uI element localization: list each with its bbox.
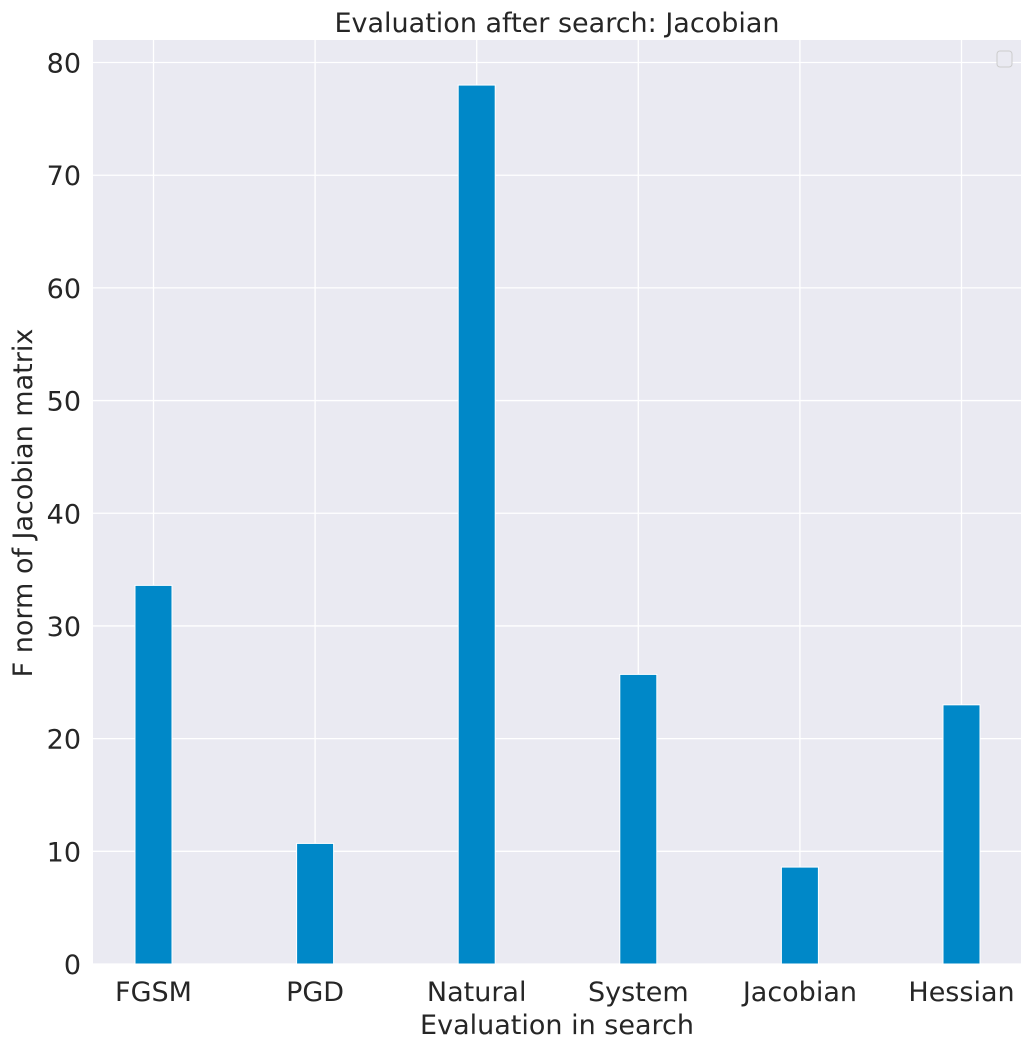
x-tick-labels: FGSM PGD Natural System Jacobian Hessian [115,977,1015,1008]
bar-jacobian [780,866,819,965]
y-tick-label: 80 [47,49,81,80]
bar-system [619,673,658,965]
y-tick-label: 60 [47,274,81,305]
y-tick-label: 50 [47,387,81,418]
plot-area [93,40,1021,964]
y-tick-label: 40 [47,499,81,530]
bar-natural [457,84,496,965]
y-tick-labels: 0 10 20 30 40 50 60 70 80 [47,49,81,981]
bar-fgsm [134,584,173,965]
x-tick-label: PGD [286,977,344,1008]
y-axis-label: F norm of Jacobian matrix [8,329,39,678]
x-tick-label: System [588,977,689,1008]
y-tick-label: 0 [64,950,81,981]
y-tick-label: 30 [47,612,81,643]
chart-title: Evaluation after search: Jacobian [334,8,779,39]
legend-box [996,50,1013,68]
y-tick-label: 70 [47,161,81,192]
bars [134,84,981,965]
x-tick-label: Natural [427,977,527,1008]
x-tick-label: FGSM [115,977,192,1008]
bar-pgd [296,842,335,965]
bar-hessian [942,704,981,965]
x-axis-label: Evaluation in search [420,1010,694,1041]
x-tick-label: Hessian [908,977,1014,1008]
y-tick-label: 20 [47,725,81,756]
x-tick-label: Jacobian [741,977,857,1008]
y-tick-label: 10 [47,837,81,868]
